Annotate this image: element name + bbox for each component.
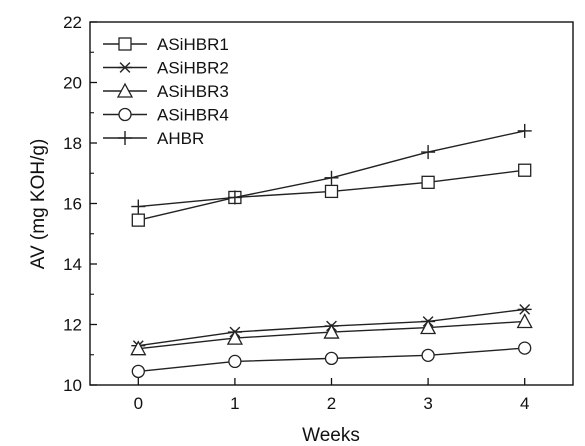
series-marker (130, 340, 147, 356)
series-marker (421, 175, 435, 189)
series-marker (421, 145, 436, 160)
series-marker (131, 213, 145, 227)
marker-stroke (119, 62, 131, 73)
y-tick-label: 14 (63, 255, 82, 274)
legend-label: AHBR (157, 129, 204, 148)
x-axis-title: Weeks (302, 425, 360, 446)
legend-label: ASiHBR1 (157, 35, 229, 54)
series-marker (516, 313, 533, 329)
series-asihbr3 (130, 313, 533, 356)
y-tick-label: 18 (63, 134, 82, 153)
series-marker (118, 37, 132, 51)
legend-label: ASiHBR3 (157, 82, 229, 101)
x-tick-label: 2 (327, 394, 336, 413)
x-tick-label: 1 (230, 394, 239, 413)
series-marker (118, 62, 132, 73)
series-marker (420, 319, 437, 335)
series-marker (131, 199, 146, 214)
x-tick-label: 0 (134, 394, 143, 413)
series-marker (518, 163, 532, 177)
y-axis-title: AV (mg KOH/g) (28, 139, 49, 270)
series-marker (226, 329, 243, 345)
y-tick-label: 22 (63, 13, 82, 32)
series-marker (518, 341, 532, 355)
legend-item-ahbr: AHBR (103, 129, 204, 148)
y-tick-label: 16 (63, 195, 82, 214)
series-marker (324, 170, 339, 185)
legend-item-asihbr3: ASiHBR3 (103, 82, 229, 101)
series-marker (118, 131, 132, 145)
y-tick-label: 10 (63, 376, 82, 395)
legend-label: ASiHBR2 (157, 59, 229, 78)
series-asihbr4 (131, 341, 532, 379)
series-marker (324, 184, 339, 199)
y-tick-label: 12 (63, 316, 82, 335)
series-ahbr (131, 123, 532, 214)
legend-label: ASiHBR4 (157, 106, 229, 125)
x-tick-label: 3 (423, 394, 432, 413)
series-marker (421, 348, 435, 363)
series-marker (323, 323, 340, 339)
series-marker (228, 354, 242, 369)
series-marker (118, 107, 132, 122)
series-marker (517, 123, 532, 138)
legend-item-asihbr1: ASiHBR1 (103, 35, 229, 54)
series-asihbr1 (131, 163, 532, 227)
legend-item-asihbr4: ASiHBR4 (103, 106, 229, 125)
series-marker (227, 190, 242, 205)
x-tick-label: 4 (520, 394, 529, 413)
series-marker (324, 351, 339, 366)
series-marker (131, 364, 145, 379)
series-marker (116, 82, 134, 98)
legend-item-asihbr2: ASiHBR2 (103, 59, 229, 78)
y-tick-label: 20 (63, 74, 82, 93)
marker-stroke (519, 303, 531, 315)
series-marker (517, 303, 532, 315)
